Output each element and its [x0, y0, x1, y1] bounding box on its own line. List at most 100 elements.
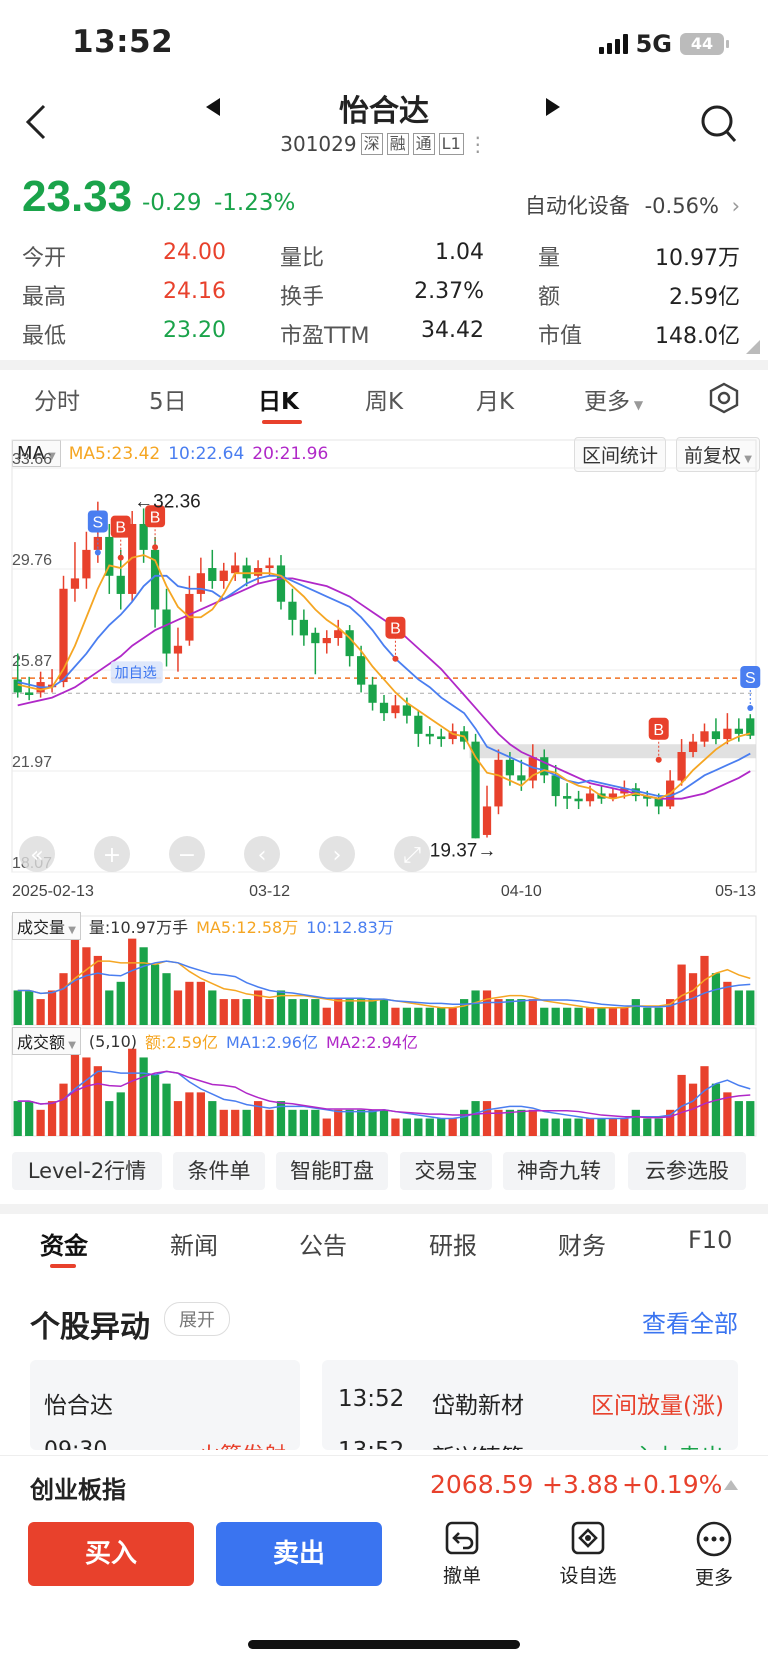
expand-button[interactable]: 展开	[164, 1302, 230, 1336]
tool-nine-turn[interactable]: 神奇九转	[503, 1152, 615, 1190]
stock-code-row: 301029 深 融 通 L1 ⋮	[0, 132, 768, 156]
buy-button[interactable]: 买入	[28, 1522, 194, 1586]
next-stock-icon[interactable]	[546, 98, 560, 116]
candle-body	[574, 798, 583, 802]
amount-bar	[59, 1083, 68, 1136]
adjust-button[interactable]: 前复权 ▼	[676, 437, 760, 472]
amount-legend: 成交额 ▼ (5,10) 额:2.59亿 MA1:2.96亿 MA2:2.94亿	[12, 1027, 418, 1055]
tab-funds[interactable]: 资金	[40, 1232, 88, 1260]
anomaly-card-left[interactable]: 怡合达 09:30 火箭发射	[30, 1360, 300, 1450]
tab-announcement[interactable]: 公告	[299, 1232, 347, 1260]
tool-cloud-pick[interactable]: 云参选股	[628, 1152, 746, 1190]
buy-marker-letter: B	[390, 621, 401, 638]
tab-monthly-k[interactable]: 月K	[476, 389, 515, 415]
more-actions-button[interactable]: 更多	[674, 1520, 754, 1590]
price-change: -0.29	[142, 190, 202, 216]
amount-bar	[265, 1109, 274, 1136]
volume-bar	[25, 990, 34, 1025]
prev-stock-icon[interactable]	[206, 98, 220, 116]
candle-body	[631, 788, 640, 797]
tab-news[interactable]: 新闻	[170, 1232, 218, 1260]
amount-bar	[185, 1092, 194, 1136]
volume-selector[interactable]: 成交量 ▼	[12, 912, 81, 940]
candle-body	[253, 568, 263, 576]
y-tick-label: 25.87	[12, 653, 52, 670]
volume-bar	[723, 981, 732, 1025]
pan-right-icon[interactable]	[319, 836, 355, 872]
quote-row: 今开 24.00 量比 1.04 量 10.97万	[0, 240, 768, 278]
amount-params: (5,10)	[88, 1031, 137, 1051]
tab-daily-k[interactable]: 日K	[258, 389, 299, 415]
candle-body	[688, 741, 698, 753]
zoom-reset-icon[interactable]	[19, 836, 55, 872]
candle-body	[162, 609, 171, 654]
add-watch-button[interactable]: 设自选	[548, 1520, 628, 1588]
fullscreen-icon[interactable]	[394, 836, 430, 872]
settings-hex-icon[interactable]	[708, 382, 740, 414]
volume-bar	[322, 1007, 331, 1025]
candle-body	[242, 565, 251, 579]
candle-body	[643, 796, 652, 799]
zoom-reset-glyph: «	[30, 843, 43, 868]
search-icon[interactable]	[700, 104, 738, 144]
amount-bar	[700, 1066, 709, 1136]
tab-5day[interactable]: 5日	[149, 389, 187, 415]
tool-level2[interactable]: Level-2行情	[12, 1152, 162, 1190]
anomaly-card-right[interactable]: 13:52 岱勒新材 区间放量(涨) 13:52 新兴铸管 主力卖出	[322, 1360, 738, 1450]
tab-research[interactable]: 研报	[429, 1232, 477, 1260]
amount-bar	[540, 1118, 549, 1136]
cancel-order-button[interactable]: 撤单	[422, 1520, 502, 1588]
amount-ma1: MA1:2.96亿	[226, 1033, 318, 1052]
amount-bar	[734, 1101, 743, 1136]
more-dots-icon[interactable]: ⋮	[467, 132, 488, 156]
tab-intraday[interactable]: 分时	[34, 389, 80, 415]
volume-bar	[402, 1007, 412, 1025]
candle-body	[448, 731, 457, 740]
sector-link[interactable]: 自动化设备 -0.56% ›	[525, 190, 740, 220]
candle-body	[700, 731, 709, 742]
zoom-out-icon[interactable]	[169, 836, 205, 872]
tool-smart-watch[interactable]: 智能盯盘	[276, 1152, 388, 1190]
tool-trade-bao[interactable]: 交易宝	[400, 1152, 492, 1190]
volume-bar	[36, 999, 45, 1025]
amount-selector[interactable]: 成交额 ▼	[12, 1027, 81, 1055]
amount-bar	[746, 1101, 755, 1136]
interval-stats-button[interactable]: 区间统计	[574, 437, 667, 472]
back-icon[interactable]	[24, 104, 50, 140]
quote-label: 今开	[22, 246, 67, 271]
tab-more[interactable]: 更多 ▼	[584, 389, 644, 415]
tag-margin: 融	[386, 133, 409, 155]
volume-bar	[654, 1007, 663, 1025]
status-time: 13:52	[72, 24, 174, 60]
tool-condition-order[interactable]: 条件单	[173, 1152, 265, 1190]
quote-value: 23.20	[163, 318, 226, 343]
ma-selector[interactable]: MA ▼	[12, 440, 61, 467]
volume-bar	[379, 999, 389, 1025]
volume-bar	[150, 964, 160, 1025]
anomaly-event: 火箭发射	[198, 1438, 286, 1450]
high-label: ←32.36	[134, 492, 201, 513]
sell-button[interactable]: 卖出	[216, 1522, 382, 1586]
candle-body	[311, 632, 320, 644]
tab-weekly-k[interactable]: 周K	[365, 389, 404, 415]
chevron-up-icon[interactable]	[724, 1480, 738, 1490]
volume-ma5: MA5:12.58万	[196, 918, 299, 937]
add-watch-icon	[571, 1521, 605, 1555]
view-all-link[interactable]: 查看全部	[642, 1310, 738, 1338]
pan-left-icon[interactable]	[244, 836, 280, 872]
amount-bar	[437, 1118, 446, 1136]
add-watch-label: 设自选	[559, 1565, 617, 1587]
tag-connect: 通	[412, 133, 435, 155]
candle-body	[334, 630, 343, 638]
tab-f10[interactable]: F10	[688, 1226, 733, 1254]
kline-chart[interactable]: 33.6629.7625.8721.9718.072025-02-1303-12…	[0, 430, 768, 1142]
candle-body	[59, 588, 68, 683]
anomaly-time: 09:30	[44, 1438, 107, 1450]
amount-bar	[460, 1109, 469, 1136]
ma10-line	[17, 574, 751, 797]
expand-corner-icon[interactable]	[746, 340, 760, 354]
zoom-in-icon[interactable]	[94, 836, 130, 872]
volume-bar	[13, 990, 22, 1025]
tab-finance[interactable]: 财务	[558, 1232, 606, 1260]
amount-bar	[723, 1092, 732, 1136]
